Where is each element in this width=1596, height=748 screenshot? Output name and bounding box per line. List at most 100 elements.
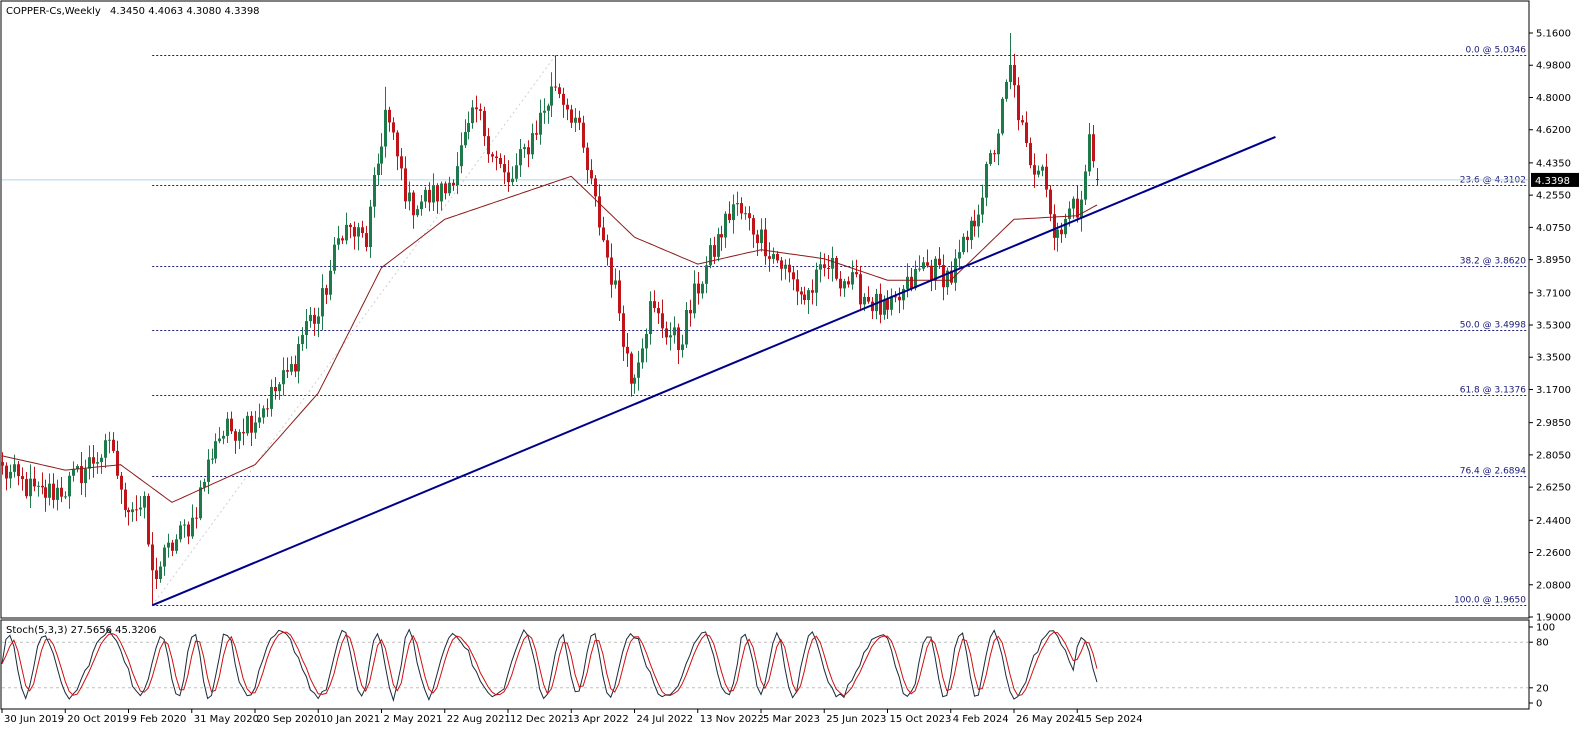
candle-body bbox=[112, 439, 115, 451]
price-tick-label: 4.9800 bbox=[1536, 61, 1571, 72]
price-tick-label: 4.4350 bbox=[1536, 158, 1571, 169]
candle-body bbox=[309, 314, 312, 322]
candle-body bbox=[475, 107, 478, 110]
candle-body bbox=[305, 321, 308, 335]
price-axis: 5.1600 4.9800 4.8000 4.6200 4.4350 4.2550 4.07… bbox=[1529, 29, 1579, 624]
candle-body bbox=[120, 475, 123, 490]
candle-body bbox=[428, 189, 431, 203]
candle-body bbox=[1029, 143, 1032, 166]
fibonacci-levels: 0.0 @ 5.0346 23.6 @ 4.3102 38.2 @ 3.8620 50… bbox=[151, 46, 1528, 606]
candle-body bbox=[92, 457, 95, 464]
candle-body bbox=[424, 189, 427, 202]
candle-body bbox=[760, 229, 763, 244]
candle-body bbox=[677, 327, 680, 351]
candle-body bbox=[720, 234, 723, 238]
candle-body bbox=[527, 147, 530, 155]
candle-body bbox=[408, 192, 411, 202]
candle-body bbox=[349, 224, 352, 227]
price-tick-label: 2.0800 bbox=[1536, 580, 1571, 591]
candle-body bbox=[681, 344, 684, 351]
candle-body bbox=[262, 408, 265, 418]
support-trendline bbox=[151, 135, 1276, 607]
candle-body bbox=[950, 270, 953, 283]
candle-body bbox=[159, 566, 162, 580]
candle-body bbox=[124, 489, 127, 510]
candle-body bbox=[432, 185, 435, 203]
candle-body bbox=[250, 415, 253, 433]
candle-body bbox=[685, 309, 688, 345]
candle-body bbox=[993, 153, 996, 155]
candle-body bbox=[179, 525, 182, 540]
candle-body bbox=[13, 464, 16, 472]
candle-body bbox=[1, 462, 4, 466]
stoch-signal-line bbox=[1, 631, 1098, 697]
candle-body bbox=[926, 262, 929, 266]
candle-body bbox=[499, 158, 502, 165]
candle-body bbox=[890, 296, 893, 310]
candle-body bbox=[610, 257, 613, 285]
candle-body bbox=[535, 133, 538, 135]
candle-body bbox=[226, 418, 229, 436]
candle-body bbox=[266, 408, 269, 410]
candle-body bbox=[72, 469, 75, 476]
candle-body bbox=[195, 517, 198, 519]
candle-body bbox=[511, 178, 514, 183]
candle-body bbox=[811, 290, 814, 293]
candle-body bbox=[33, 478, 36, 487]
candle-body bbox=[973, 220, 976, 227]
candle-body bbox=[325, 288, 328, 295]
candle-body bbox=[246, 415, 249, 434]
time-tick-label: 20 Sep 2020 bbox=[257, 714, 320, 725]
candle-body bbox=[155, 570, 158, 580]
candle-body bbox=[914, 268, 917, 289]
time-tick-label: 15 Oct 2023 bbox=[889, 714, 951, 725]
candle-body bbox=[147, 495, 150, 545]
candle-body bbox=[736, 203, 739, 205]
candle-body bbox=[270, 386, 273, 409]
candle-body bbox=[558, 87, 561, 94]
candle-body bbox=[230, 418, 233, 432]
time-tick-label: 2 May 2021 bbox=[383, 714, 442, 725]
candle-body bbox=[127, 509, 130, 513]
candle-body bbox=[800, 291, 803, 295]
candle-body bbox=[187, 524, 190, 537]
time-tick-label: 31 May 2020 bbox=[194, 714, 259, 725]
candle-body bbox=[910, 276, 913, 289]
candle-body bbox=[143, 495, 146, 508]
candle-body bbox=[207, 459, 210, 482]
trendline-group bbox=[151, 135, 1276, 607]
price-tick-label: 4.6200 bbox=[1536, 125, 1571, 136]
candle-body bbox=[894, 296, 897, 298]
candle-body bbox=[590, 170, 593, 179]
candle-body bbox=[487, 136, 490, 155]
time-tick-label: 25 Jun 2023 bbox=[826, 714, 886, 725]
candle-body bbox=[539, 112, 542, 135]
candle-body bbox=[60, 487, 63, 497]
time-tick-label: 30 Jun 2019 bbox=[4, 714, 64, 725]
candle-body bbox=[997, 133, 1000, 155]
candle-body bbox=[772, 254, 775, 259]
candle-body bbox=[989, 153, 992, 165]
candle-body bbox=[756, 234, 759, 244]
candle-body bbox=[1049, 189, 1052, 215]
candle-body bbox=[1009, 64, 1012, 82]
candle-body bbox=[420, 201, 423, 210]
candle-body bbox=[286, 370, 289, 372]
candle-body bbox=[748, 213, 751, 219]
candle-body bbox=[847, 281, 850, 285]
candle-body bbox=[416, 209, 419, 216]
candle-body bbox=[52, 483, 55, 500]
candle-body bbox=[290, 364, 293, 372]
time-tick-label: 15 Sep 2024 bbox=[1079, 714, 1142, 725]
time-tick-label: 12 Dec 2021 bbox=[510, 714, 574, 725]
candle-body bbox=[752, 218, 755, 235]
candle-body bbox=[977, 214, 980, 227]
candle-body bbox=[827, 267, 830, 269]
candle-body bbox=[396, 132, 399, 157]
candle-body bbox=[523, 147, 526, 150]
candle-body bbox=[301, 334, 304, 345]
candle-body bbox=[357, 227, 360, 237]
